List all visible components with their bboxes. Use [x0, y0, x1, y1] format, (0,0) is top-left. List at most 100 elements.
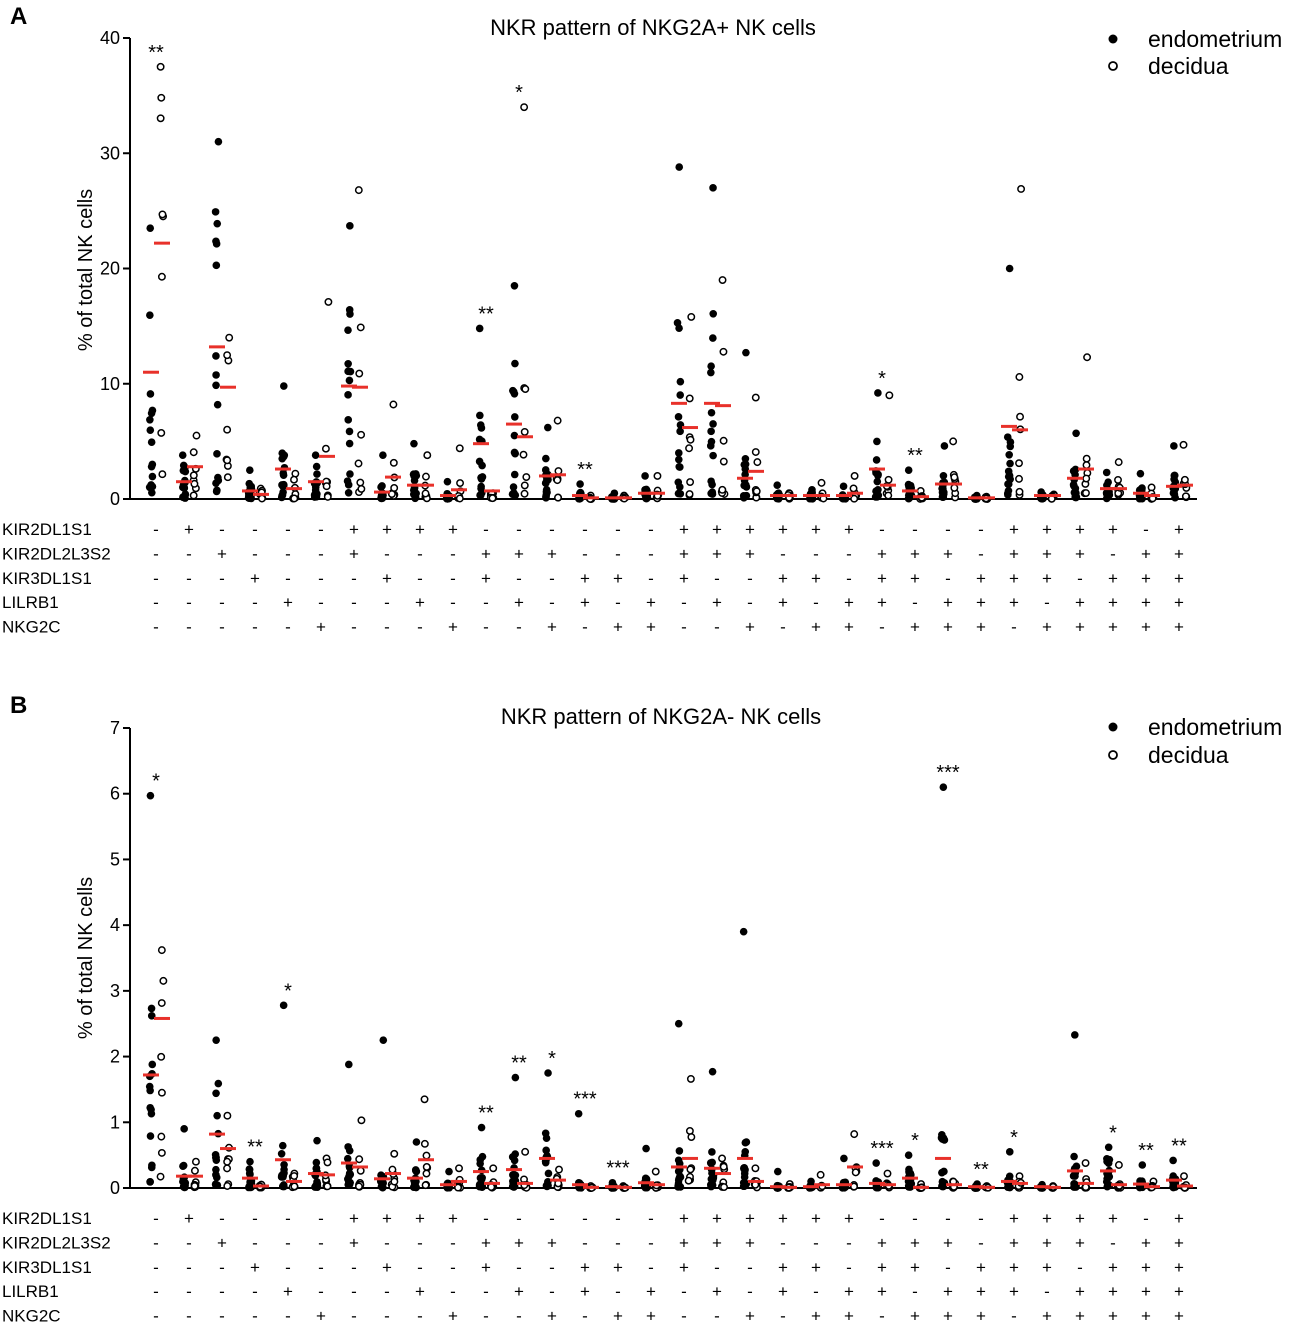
receptor-sign: - [549, 1209, 555, 1228]
decidua-point [1114, 1161, 1123, 1169]
endometrium-point [277, 1171, 286, 1180]
decidua-point [189, 471, 198, 480]
decidua-point [421, 489, 430, 498]
legend-label-decidua: decidua [1148, 742, 1229, 768]
receptor-sign: + [1174, 544, 1184, 563]
endometrium-point [1102, 468, 1111, 477]
endometrium-point [543, 423, 552, 432]
receptor-sign: - [351, 618, 357, 637]
decidua-point [685, 394, 694, 403]
receptor-sign: - [912, 1282, 918, 1301]
decidua-point [157, 999, 166, 1007]
receptor-sign: - [153, 1258, 159, 1277]
endometrium-point [873, 487, 881, 495]
receptor-sign: - [285, 544, 291, 563]
endometrium-point [509, 1171, 517, 1179]
decidua-point [354, 186, 363, 195]
receptor-sign: - [582, 1209, 588, 1228]
receptor-sign: - [714, 1258, 720, 1277]
receptor-sign: + [382, 1258, 392, 1277]
receptor-sign: + [976, 1258, 986, 1277]
decidua-point [751, 393, 760, 402]
receptor-sign: + [679, 520, 689, 539]
endometrium-point [346, 367, 355, 376]
endometrium-point [938, 1180, 947, 1189]
receptor-sign: - [549, 569, 555, 588]
significance-label: ** [511, 1053, 527, 1075]
receptor-sign: - [417, 1307, 423, 1326]
endometrium-point [674, 1019, 683, 1028]
endometrium-point [379, 1036, 388, 1044]
decidua-point [322, 482, 331, 491]
endometrium-point [741, 1179, 750, 1188]
receptor-sign: + [910, 618, 920, 637]
receptor-sign: - [483, 618, 489, 637]
endometrium-point [345, 376, 354, 385]
receptor-sign: + [1141, 1258, 1151, 1277]
receptor-sign: + [250, 1258, 260, 1277]
endometrium-point [707, 437, 716, 446]
receptor-sign: + [745, 618, 755, 637]
significance-label: ** [577, 459, 593, 481]
endometrium-point [412, 489, 420, 498]
receptor-sign: + [646, 1307, 656, 1326]
receptor-sign: + [184, 1209, 194, 1228]
endometrium-point [939, 472, 948, 480]
receptor-sign: + [976, 1307, 986, 1326]
decidua-point [156, 1172, 165, 1181]
decidua-point [719, 457, 728, 466]
endometrium-point [904, 1183, 913, 1191]
endometrium-point [212, 261, 221, 270]
receptor-sign: - [879, 1307, 885, 1326]
endometrium-point [212, 1089, 220, 1098]
significance-label: *** [606, 1158, 630, 1180]
decidua-point [1081, 1159, 1090, 1167]
endometrium-point [146, 415, 154, 424]
y-tick-label: 10 [100, 374, 120, 394]
receptor-sign: + [976, 1282, 986, 1301]
receptor-sign: + [1174, 1258, 1184, 1277]
receptor-sign: - [186, 593, 192, 612]
receptor-sign: - [549, 593, 555, 612]
receptor-sign: + [1108, 1282, 1118, 1301]
receptor-sign: - [978, 544, 984, 563]
endometrium-point [542, 494, 550, 502]
receptor-sign: + [679, 569, 689, 588]
endometrium-point [873, 477, 882, 486]
endometrium-point [740, 1163, 749, 1172]
receptor-sign: + [448, 1209, 458, 1228]
receptor-sign: + [712, 1209, 722, 1228]
endometrium-point [346, 222, 354, 230]
endometrium-point [939, 783, 948, 791]
decidua-point [686, 1074, 695, 1083]
receptor-sign: + [910, 1307, 920, 1326]
receptor-sign: - [417, 544, 423, 563]
decidua-point [157, 946, 166, 955]
receptor-sign: - [648, 544, 654, 563]
decidua-point [390, 1177, 399, 1186]
endometrium-point [475, 324, 484, 333]
receptor-sign: + [547, 1307, 557, 1326]
receptor-sign: + [382, 569, 392, 588]
endometrium-point [212, 381, 220, 390]
receptor-sign: + [1075, 593, 1085, 612]
significance-label: * [911, 1130, 919, 1152]
endometrium-point [410, 439, 418, 448]
receptor-sign: - [516, 569, 522, 588]
decidua-point [223, 456, 232, 465]
legend-marker-decidua [1108, 61, 1118, 71]
endometrium-point [346, 470, 354, 478]
receptor-sign: + [217, 544, 227, 563]
endometrium-point [311, 486, 320, 494]
decidua-point [324, 297, 333, 306]
decidua-point [190, 1166, 199, 1175]
significance-label: * [1109, 1122, 1117, 1144]
endometrium-point [311, 1182, 320, 1191]
legend-marker-endometrium [1108, 722, 1118, 732]
decidua-point [1015, 487, 1024, 496]
receptor-sign: + [1108, 1209, 1118, 1228]
decidua-point [190, 1182, 199, 1190]
endometrium-point [147, 1004, 156, 1013]
endometrium-point [313, 1136, 321, 1145]
receptor-sign: + [1108, 618, 1118, 637]
